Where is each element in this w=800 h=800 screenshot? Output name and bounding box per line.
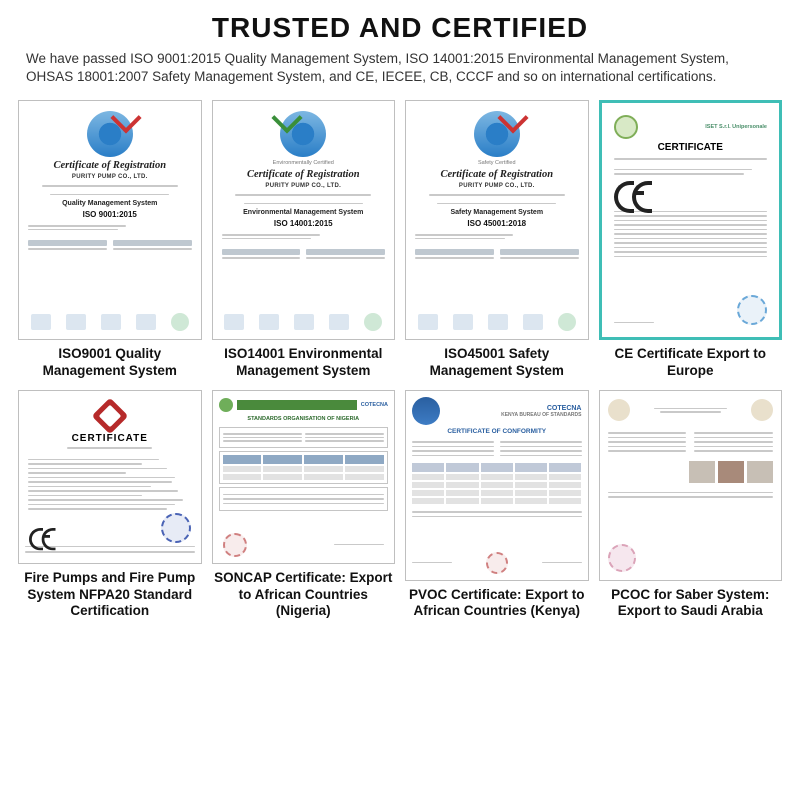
cert-card: PCOC for Saber System: Export to Saudi A… [599,390,783,620]
cert-image-ce: ISET S.r.l. Unipersonale CERTIFICATE [599,100,783,340]
cert-org: KENYA BUREAU OF STANDARDS [501,412,581,418]
cert-image-soncap: COTECNA STANDARDS ORGANISATION OF NIGERI… [212,390,396,564]
cert-caption: ISO14001 Environmental Management System [212,346,396,380]
cert-subhead: Environmentally Certified [273,160,334,166]
cert-card: CERTIFICATE Fire Pumps and Fire Pump Sys… [18,390,202,620]
cert-caption: Fire Pumps and Fire Pump System NFPA20 S… [18,570,202,621]
cert-company: PURITY PUMP CO., LTD. [72,174,148,180]
cert-heading: Certificate of Registration [247,169,360,180]
cert-image-nfpa20: CERTIFICATE [18,390,202,564]
cert-standard: ISO 14001:2015 [274,219,333,228]
stamp-seal-icon [161,513,191,543]
cert-card: COTECNA STANDARDS ORGANISATION OF NIGERI… [212,390,396,620]
stamp-seal-icon [223,533,247,557]
cert-heading: Certificate of Registration [440,169,553,180]
cert-heading: CERTIFICATE [614,142,768,153]
cert-card: ISET S.r.l. Unipersonale CERTIFICATE [599,100,783,380]
cert-heading: CERTIFICATE OF CONFORMITY [412,428,582,435]
stamp-seal-icon [608,544,636,572]
cert-subhead: Safety Certified [478,160,516,166]
cert-card: Certificate of Registration PURITY PUMP … [18,100,202,380]
stamp-seal-icon [486,552,508,574]
cert-image-iso45001: Safety Certified Certificate of Registra… [405,100,589,340]
emblem-icon [751,399,773,421]
iset-logo-icon [614,115,638,139]
accreditor-logos [412,313,582,331]
cert-card: Safety Certified Certificate of Registra… [405,100,589,380]
accreditor-logos [219,313,389,331]
cert-company: PURITY PUMP CO., LTD. [459,183,535,189]
cert-heading: CERTIFICATE [25,433,195,444]
cert-image-iso14001: Environmentally Certified Certificate of… [212,100,396,340]
cert-issuer: ISET S.r.l. Unipersonale [705,124,767,130]
cert-company: PURITY PUMP CO., LTD. [265,183,341,189]
ovis-logo-icon [91,398,128,435]
cert-caption: ISO45001 Safety Management System [405,346,589,380]
cert-grid: Certificate of Registration PURITY PUMP … [18,100,782,620]
kebs-logo-icon [412,397,440,425]
accreditor-logos [25,313,195,331]
brand-label: COTECNA [361,402,388,408]
page-title: TRUSTED AND CERTIFIED [18,12,782,44]
tqcsi-logo-icon [280,111,326,157]
cert-standard: ISO 45001:2018 [467,219,526,228]
page-subtitle: We have passed ISO 9001:2015 Quality Man… [26,50,774,86]
cert-caption: ISO9001 Quality Management System [18,346,202,380]
cert-card: Environmentally Certified Certificate of… [212,100,396,380]
cert-system: Quality Management System [62,200,157,207]
cert-caption: PCOC for Saber System: Export to Saudi A… [599,587,783,621]
cert-heading: Certificate of Registration [53,160,166,171]
cert-image-pcoc [599,390,783,580]
cert-card: COTECNA KENYA BUREAU OF STANDARDS CERTIF… [405,390,589,620]
saber-logo-icon [608,399,630,421]
cert-system: Safety Management System [450,209,543,216]
cert-caption: SONCAP Certificate: Export to African Co… [212,570,396,621]
cert-org: STANDARDS ORGANISATION OF NIGERIA [219,416,389,422]
tqcsi-logo-icon [87,111,133,157]
cert-image-pvoc: COTECNA KENYA BUREAU OF STANDARDS CERTIF… [405,390,589,580]
son-logo-icon [219,398,233,412]
cert-standard: ISO 9001:2015 [83,210,137,219]
ce-mark-icon [614,181,650,205]
cert-system: Environmental Management System [243,209,363,216]
brand-label: COTECNA [501,405,581,412]
tqcsi-logo-icon [474,111,520,157]
cert-caption: PVOC Certificate: Export to African Coun… [405,587,589,621]
cert-image-iso9001: Certificate of Registration PURITY PUMP … [18,100,202,340]
stamp-seal-icon [737,295,767,325]
cert-caption: CE Certificate Export to Europe [599,346,783,380]
